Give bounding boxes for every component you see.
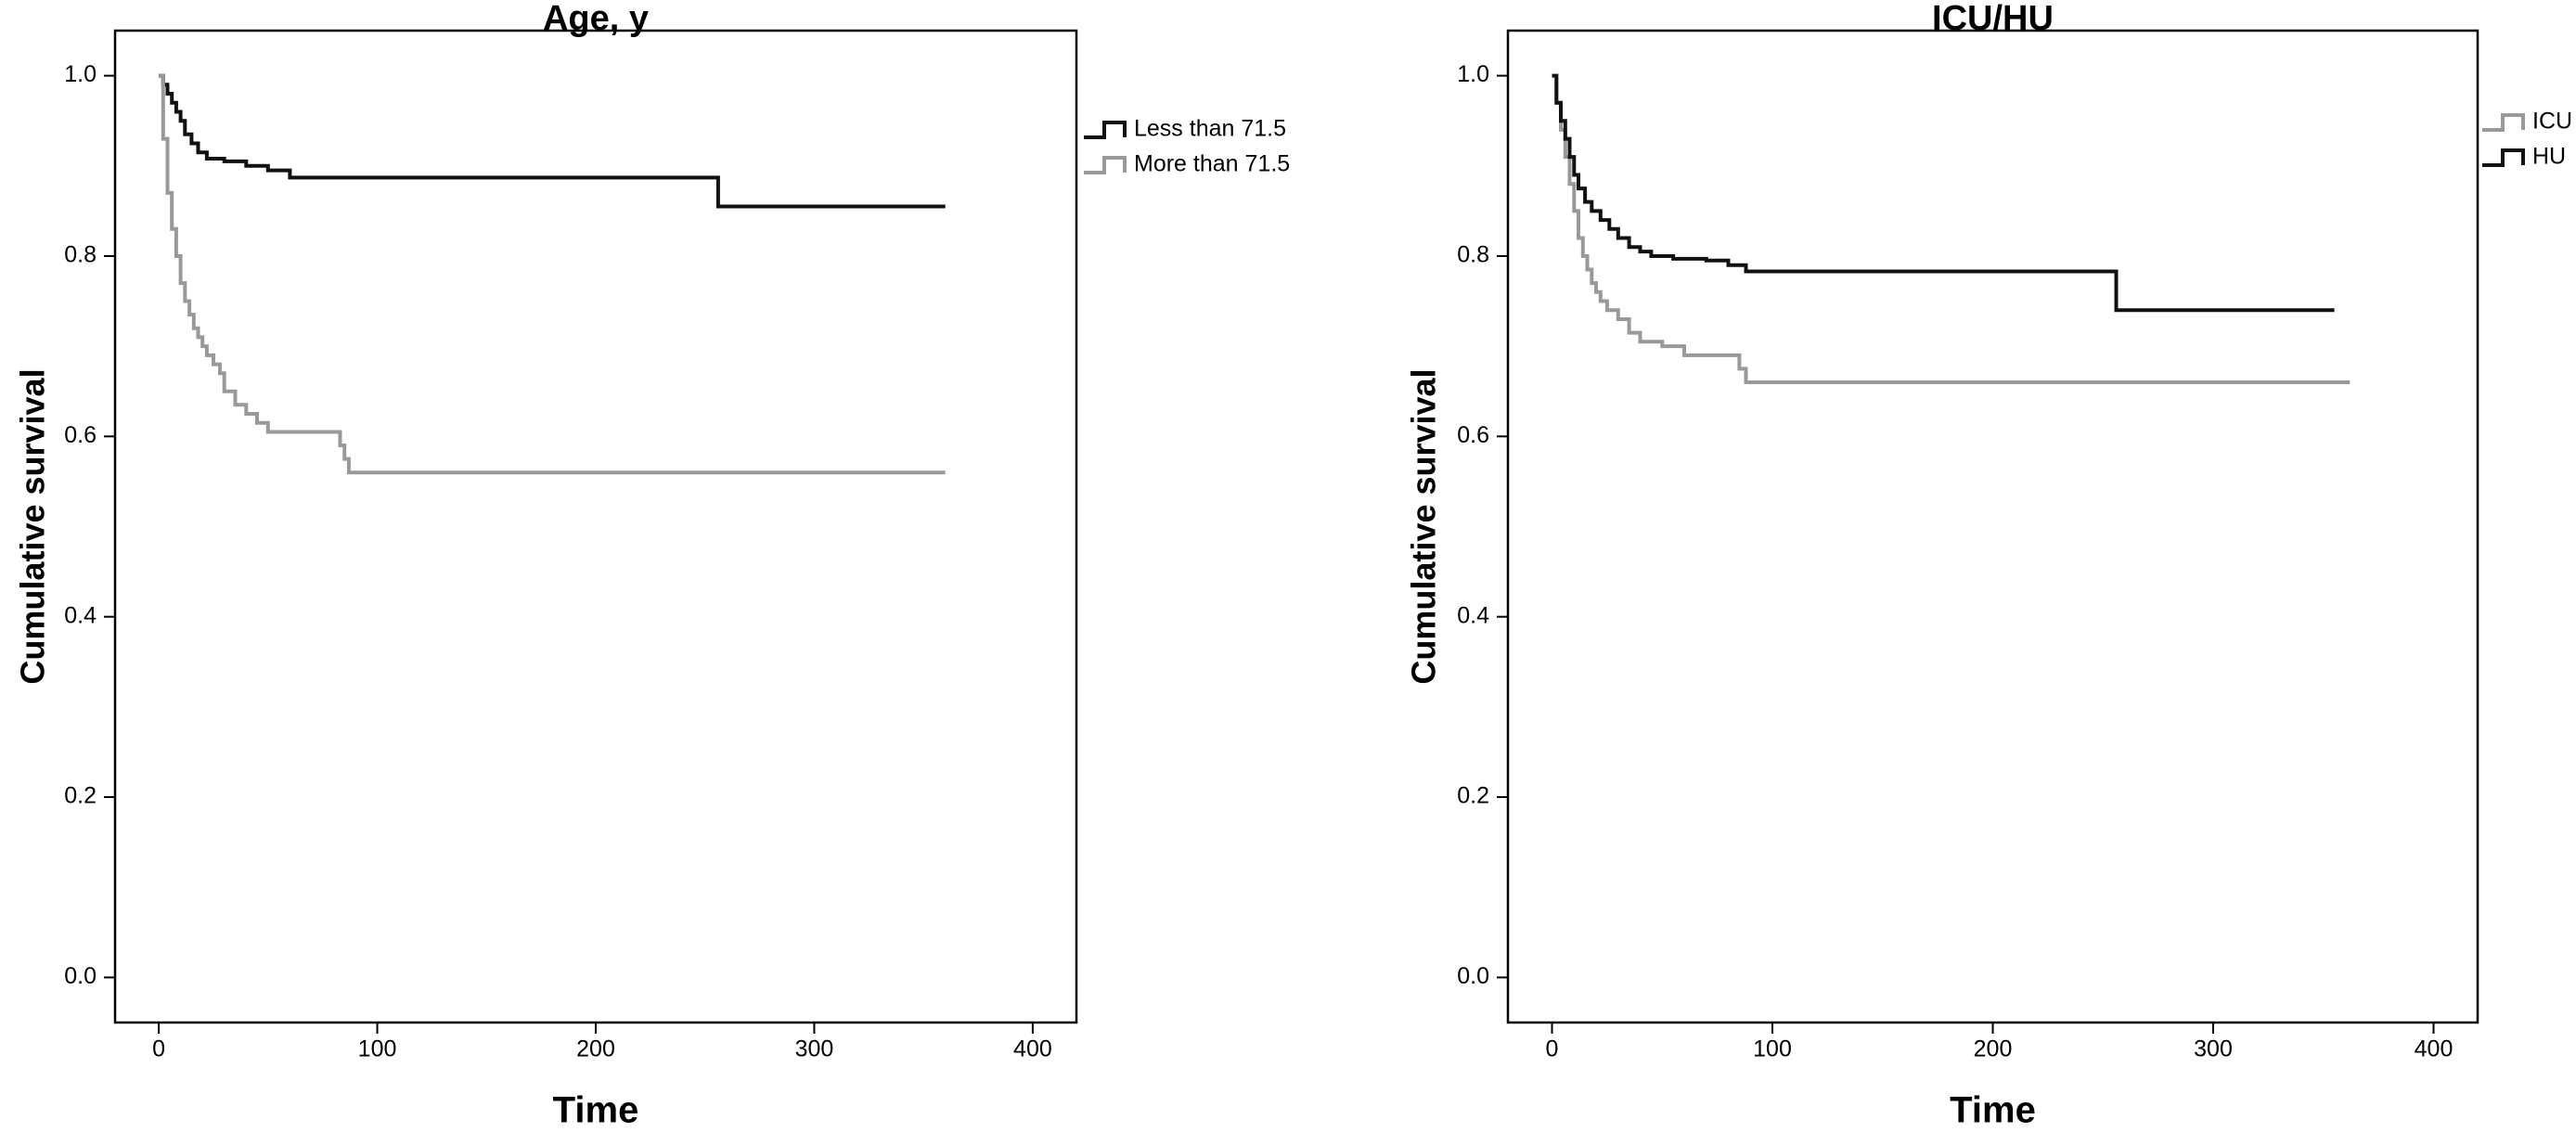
x-tick-label: 300: [795, 1036, 834, 1062]
y-tick-label: 0.8: [64, 242, 97, 268]
series-line-more-than-71-5: [159, 73, 946, 475]
legend: ICU HU: [2482, 109, 2572, 170]
x-tick-label: 0: [1546, 1036, 1559, 1062]
y-tick-label: 1.0: [64, 61, 97, 87]
legend: Less than 71.5 More than 71.5: [1084, 116, 1290, 177]
x-tick-label: 100: [358, 1036, 397, 1062]
y-tick-label: 0.2: [1457, 783, 1489, 809]
y-axis-label: Cumulative survival: [14, 368, 52, 684]
legend-label: HU: [2532, 144, 2566, 170]
x-tick-label: 300: [2194, 1036, 2233, 1062]
y-tick-label: 0.2: [64, 783, 97, 809]
x-tick-label: 100: [1753, 1036, 1792, 1062]
legend-swatch: [2482, 148, 2525, 167]
y-tick-label: 0.6: [64, 422, 97, 448]
x-axis-label: Time: [1950, 1090, 2036, 1131]
y-tick-label: 0.0: [1457, 963, 1489, 989]
x-tick-label: 400: [2415, 1036, 2454, 1062]
legend-swatch: [1084, 121, 1127, 139]
x-tick-label: 200: [576, 1036, 615, 1062]
y-tick-label: 0.6: [1457, 422, 1489, 448]
chart-panel-1: Age, y 0.0 0.2 0.4 0.6 0.8 1.0 0 100 200 300 400 Tim…: [14, 0, 1291, 1131]
x-axis-label: Time: [553, 1090, 639, 1131]
y-tick-label: 1.0: [1457, 61, 1489, 87]
chart-title: ICU/HU: [1932, 0, 2054, 38]
x-tick-label: 400: [1013, 1036, 1052, 1062]
y-tick-label: 0.4: [1457, 602, 1489, 628]
y-tick-label: 0.0: [64, 963, 97, 989]
series-line-less-than-71-5: [159, 73, 946, 209]
series-line-icu: [1552, 73, 2351, 384]
chart-panel-2: ICU/HU 0.0 0.2 0.4 0.6 0.8 1.0 0 100 200 300 400 Tim…: [1405, 0, 2573, 1131]
x-tick-label: 200: [1974, 1036, 2013, 1062]
legend-label: ICU: [2532, 109, 2572, 135]
x-tick-label: 0: [152, 1036, 165, 1062]
legend-label: Less than 71.5: [1134, 116, 1286, 142]
y-tick-label: 0.4: [64, 602, 97, 628]
y-tick-label: 0.8: [1457, 242, 1489, 268]
series-line-hu: [1552, 73, 2335, 313]
legend-swatch: [1084, 156, 1127, 174]
legend-label: More than 71.5: [1134, 151, 1290, 177]
chart-title: Age, y: [543, 0, 649, 38]
legend-swatch: [2482, 113, 2525, 132]
plot-frame: [1506, 29, 2479, 1024]
y-axis-label: Cumulative survival: [1405, 368, 1443, 684]
